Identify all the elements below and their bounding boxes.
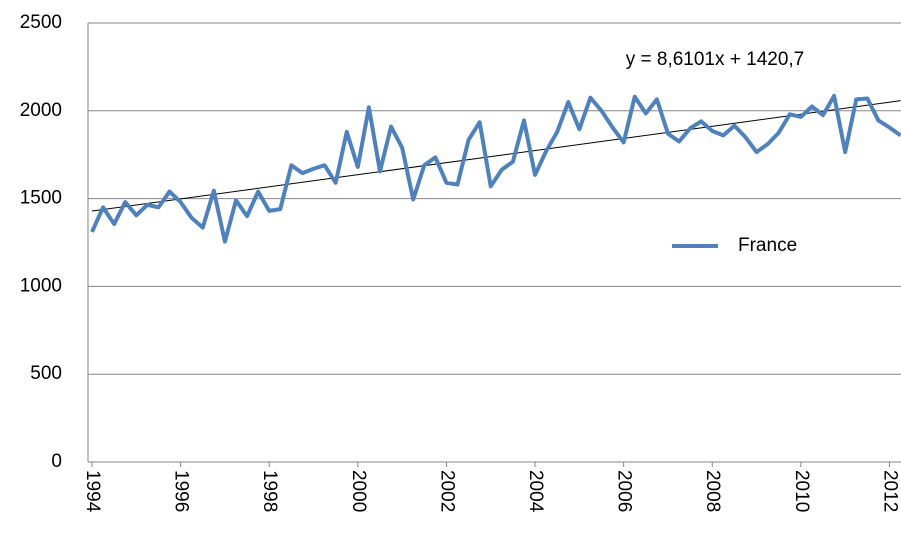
y-tick-label: 0 (51, 451, 62, 472)
y-tick-label: 1500 (20, 188, 62, 209)
x-tick-label: 1998 (259, 470, 280, 512)
trendline (91, 100, 901, 212)
series-line (90, 93, 901, 244)
x-tick-label: 1994 (82, 470, 103, 513)
x-tick-label: 2004 (525, 470, 546, 513)
y-tick-label: 2500 (20, 12, 62, 33)
x-tick-label: 1996 (171, 470, 192, 512)
x-tick-label: 2010 (791, 470, 812, 512)
y-tick-label: 2000 (20, 100, 62, 121)
y-tick-label: 1000 (20, 275, 62, 296)
y-tick-label: 500 (30, 363, 62, 384)
x-tick-label: 2008 (702, 470, 723, 512)
x-tick-label: 2002 (436, 470, 457, 512)
x-tick-label: 2006 (614, 470, 635, 512)
x-tick-label: 2000 (348, 470, 369, 512)
x-tick-label: 2012 (879, 470, 900, 512)
trendline-label: y = 8,6101x + 1420,7 (626, 49, 805, 70)
legend-label: France (738, 235, 797, 256)
